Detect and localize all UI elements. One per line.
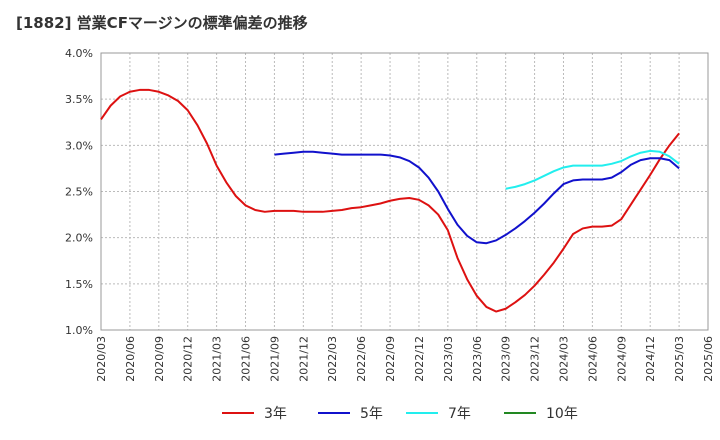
chart-title: [1882] 営業CFマージンの標準偏差の推移 [16, 14, 308, 32]
legend-label-0: 3年 [264, 406, 287, 422]
x-axis-ticks: 2020/03 2020/06 2020/09 2020/12 2021/03 2021/… [95, 336, 715, 382]
x-tick-label: 2022/09 [384, 336, 397, 382]
x-tick-label: 2020/12 [182, 336, 195, 382]
x-tick-label: 2021/12 [297, 336, 310, 382]
legend: 3年 5年 7年 10年 [222, 406, 578, 422]
legend-label-2: 7年 [448, 406, 471, 422]
y-tick-label: 1.5% [65, 278, 93, 291]
x-tick-label: 2024/09 [615, 336, 628, 382]
x-tick-label: 2021/06 [240, 336, 253, 382]
x-tick-label: 2022/12 [413, 336, 426, 382]
x-tick-label: 2024/12 [644, 336, 657, 382]
x-tick-label: 2025/06 [702, 336, 715, 382]
series-line-0 [100, 88, 680, 313]
plot-frame [100, 52, 709, 331]
y-tick-label: 2.0% [65, 232, 93, 245]
gridlines [101, 53, 708, 330]
x-tick-label: 2025/03 [673, 336, 686, 382]
y-tick-label: 3.0% [65, 139, 93, 152]
x-tick-label: 2024/06 [586, 336, 599, 382]
y-tick-label: 4.0% [65, 47, 93, 60]
legend-label-1: 5年 [360, 406, 383, 422]
x-tick-label: 2020/09 [153, 336, 166, 382]
series-lines [100, 88, 680, 313]
y-tick-label: 1.0% [65, 324, 93, 337]
y-axis-ticks: 1.0% 1.5% 2.0% 2.5% 3.0% 3.5% 4.0% [65, 47, 93, 337]
x-tick-label: 2024/03 [557, 336, 570, 382]
y-tick-label: 3.5% [65, 93, 93, 106]
x-tick-label: 2020/03 [95, 336, 108, 382]
y-tick-label: 2.5% [65, 186, 93, 199]
legend-label-3: 10年 [546, 406, 578, 422]
x-tick-label: 2023/03 [442, 336, 455, 382]
x-tick-label: 2021/09 [268, 336, 281, 382]
x-tick-label: 2023/12 [529, 336, 542, 382]
x-tick-label: 2022/03 [326, 336, 339, 382]
x-tick-label: 2021/03 [211, 336, 224, 382]
series-line-1 [274, 150, 680, 245]
x-tick-label: 2022/06 [355, 336, 368, 382]
series-line-2 [505, 149, 680, 190]
x-tick-label: 2023/09 [500, 336, 513, 382]
x-tick-label: 2023/06 [471, 336, 484, 382]
x-tick-label: 2020/06 [124, 336, 137, 382]
